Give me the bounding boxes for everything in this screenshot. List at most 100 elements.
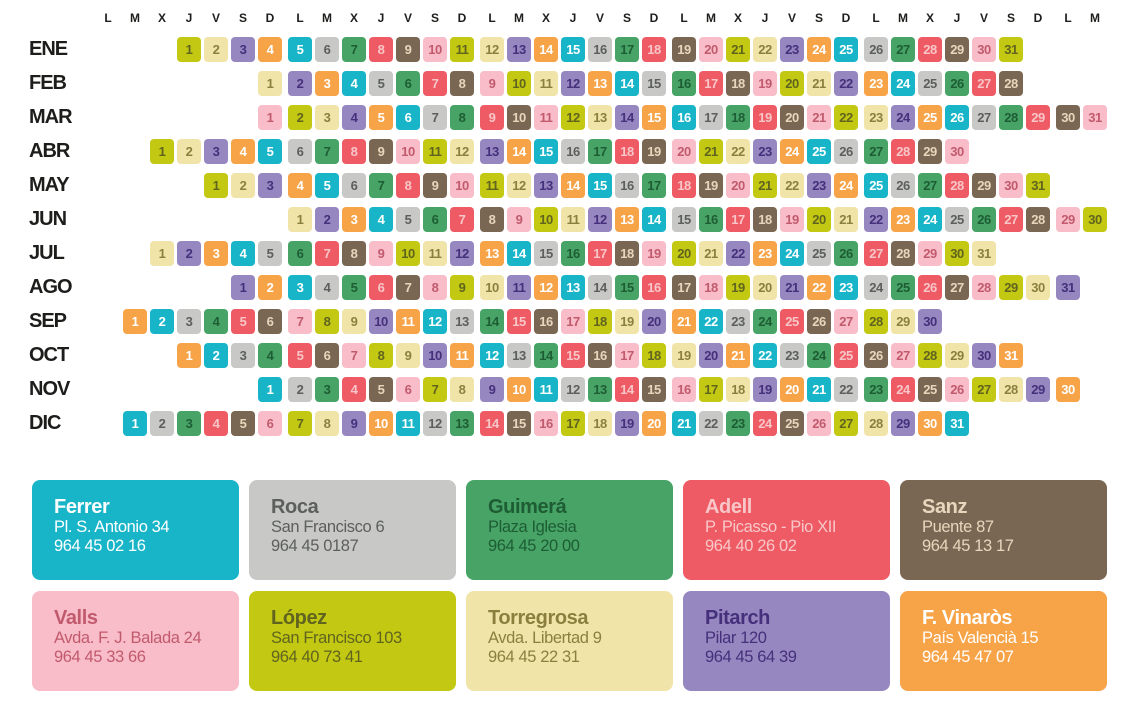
empty-slot (1056, 37, 1080, 62)
weekday-label: V (595, 11, 604, 25)
day-cell: 16 (534, 309, 558, 334)
day-cell: 25 (891, 275, 915, 300)
day-cell: 18 (699, 275, 723, 300)
empty-slot (1083, 275, 1107, 300)
empty-slot (150, 71, 174, 96)
day-cell: 8 (315, 309, 339, 334)
day-cell: 9 (450, 275, 474, 300)
day-cell: 23 (753, 139, 777, 164)
day-cell: 9 (396, 37, 420, 62)
day-cell: 8 (450, 71, 474, 96)
day-cell: 16 (588, 343, 612, 368)
day-cell: 28 (945, 173, 969, 198)
day-cell: 28 (864, 309, 888, 334)
day-cell: 18 (588, 411, 612, 436)
day-cell: 21 (807, 71, 831, 96)
day-cell: 27 (834, 309, 858, 334)
empty-slot (96, 309, 120, 334)
empty-slot (150, 37, 174, 62)
day-cell: 6 (396, 377, 420, 402)
empty-slot (150, 105, 174, 130)
day-cell: 28 (999, 377, 1023, 402)
empty-slot (1026, 241, 1050, 266)
day-cell: 16 (588, 37, 612, 62)
day-cell: 3 (204, 139, 228, 164)
empty-slot (999, 309, 1023, 334)
day-cell: 21 (699, 241, 723, 266)
day-cell: 12 (507, 173, 531, 198)
empty-slot (96, 343, 120, 368)
day-cell: 13 (588, 377, 612, 402)
pharmacy-name: Adell (705, 496, 752, 518)
day-cell: 29 (1026, 105, 1050, 130)
day-cell: 17 (615, 37, 639, 62)
day-cell: 19 (672, 37, 696, 62)
day-cell: 15 (507, 309, 531, 334)
weekday-label: X (157, 11, 166, 25)
day-cell: 25 (918, 71, 942, 96)
day-cell: 6 (396, 105, 420, 130)
weekday-label: X (349, 11, 358, 25)
weekday-label: L (488, 11, 496, 25)
pharmacy-card: Valls Avda. F. J. Balada 24 964 45 33 66 (32, 591, 239, 691)
day-cell: 9 (369, 139, 393, 164)
day-cell: 25 (780, 411, 804, 436)
day-cell: 20 (672, 139, 696, 164)
pharmacy-phone: 964 45 13 17 (922, 537, 1014, 556)
empty-slot (972, 309, 996, 334)
empty-slot (1083, 241, 1107, 266)
empty-slot (96, 173, 120, 198)
empty-slot (1083, 411, 1107, 436)
pharmacy-phone: 964 45 22 31 (488, 648, 580, 667)
day-cell: 14 (561, 173, 585, 198)
empty-slot (231, 105, 255, 130)
empty-slot (150, 207, 174, 232)
month-label: JUL (29, 242, 65, 264)
day-cell: 1 (204, 173, 228, 198)
day-cell: 16 (642, 275, 666, 300)
day-cell: 18 (726, 105, 750, 130)
day-cell: 23 (753, 241, 777, 266)
day-cell: 24 (807, 343, 831, 368)
day-cell: 26 (864, 343, 888, 368)
day-cell: 11 (534, 377, 558, 402)
day-cell: 29 (918, 241, 942, 266)
day-cell: 3 (177, 309, 201, 334)
day-cell: 11 (450, 343, 474, 368)
day-cell: 31 (999, 343, 1023, 368)
weekday-label: X (541, 11, 550, 25)
pharmacy-address: San Francisco 6 (271, 518, 385, 536)
day-cell: 30 (999, 173, 1023, 198)
day-cell: 7 (288, 309, 312, 334)
day-cell: 22 (834, 71, 858, 96)
day-cell: 13 (450, 411, 474, 436)
day-cell: 17 (672, 275, 696, 300)
day-cell: 22 (834, 377, 858, 402)
day-cell: 14 (507, 139, 531, 164)
empty-slot (1026, 37, 1050, 62)
weekday-label: J (953, 11, 961, 25)
empty-slot (150, 377, 174, 402)
month-label: SEP (29, 310, 67, 332)
calendar: L M X J V S D L M X J V S D L M X J V S D L M X J V S D L M X J V S D L M ENE… (0, 11, 1132, 436)
day-cell: 26 (972, 207, 996, 232)
day-cell: 30 (1026, 275, 1050, 300)
pharmacy-phone: 964 45 47 07 (922, 648, 1014, 667)
pharmacy-address: P. Picasso - Pio XII (705, 518, 837, 536)
day-cell: 25 (807, 241, 831, 266)
day-cell: 20 (807, 207, 831, 232)
pharmacy-name: Pitarch (705, 607, 771, 629)
day-cell: 6 (258, 411, 282, 436)
day-cell: 8 (369, 343, 393, 368)
empty-slot (123, 275, 147, 300)
day-cell: 16 (672, 105, 696, 130)
day-cell: 10 (507, 377, 531, 402)
day-cell: 15 (642, 105, 666, 130)
day-cell: 11 (507, 275, 531, 300)
day-cell: 25 (834, 343, 858, 368)
month-row: ABR 1 2 3 4 5 6 7 8 9 10 11 12 13 14 15 16 17 18 19 20 21 22 23… (0, 139, 1132, 164)
day-cell: 30 (972, 37, 996, 62)
day-cell: 7 (396, 275, 420, 300)
day-cell: 17 (642, 173, 666, 198)
empty-slot (1026, 309, 1050, 334)
